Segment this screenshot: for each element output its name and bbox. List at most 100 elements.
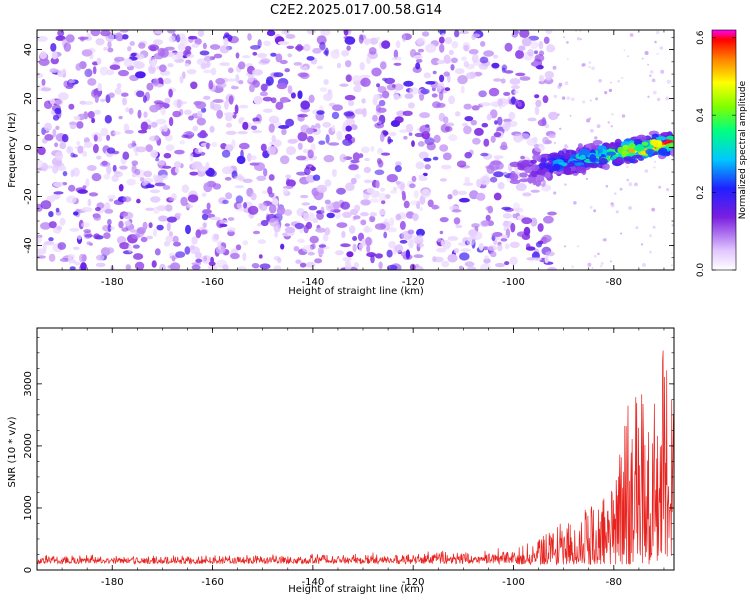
noise-dot	[651, 207, 656, 212]
noise-blob	[125, 107, 130, 113]
noise-dot	[626, 178, 629, 182]
noise-blob	[186, 69, 197, 75]
noise-blob	[453, 217, 461, 225]
noise-blob	[315, 227, 326, 233]
noise-blob	[453, 248, 460, 254]
noise-blob	[317, 246, 324, 255]
noise-dot	[559, 127, 562, 130]
noise-blob	[493, 155, 504, 159]
noise-blob	[399, 129, 408, 134]
noise-blob	[127, 46, 132, 52]
signal-blob	[598, 157, 608, 165]
noise-blob	[93, 143, 99, 154]
noise-blob	[393, 90, 399, 100]
noise-blob	[168, 88, 173, 98]
noise-blob	[372, 114, 378, 122]
noise-blob	[107, 224, 112, 233]
noise-blob	[124, 220, 131, 227]
spectrogram-panel: -180 -160 -140 -120 -100 -80 -40 -20 0 20 40 Heig…	[7, 29, 675, 297]
noise-blob	[386, 84, 396, 91]
noise-blob	[487, 220, 494, 227]
noise-blob	[391, 56, 402, 61]
noise-blob	[544, 255, 549, 264]
noise-blob	[516, 101, 525, 110]
noise-blob	[54, 99, 64, 106]
noise-blob	[131, 233, 141, 239]
noise-blob	[40, 222, 51, 230]
noise-blob	[97, 82, 103, 92]
noise-blob	[76, 141, 81, 146]
signal-blob	[579, 154, 586, 160]
noise-blob	[270, 52, 277, 57]
noise-blob	[200, 229, 208, 235]
noise-blob	[485, 214, 491, 222]
noise-blob	[468, 229, 478, 237]
noise-blob	[55, 151, 63, 161]
noise-blob	[423, 157, 432, 162]
noise-dot	[647, 95, 650, 99]
noise-blob	[250, 192, 257, 201]
x-tick-label: -160	[201, 577, 224, 588]
noise-dot	[666, 79, 671, 84]
noise-blob	[269, 115, 278, 122]
noise-blob	[534, 54, 545, 62]
noise-blob	[90, 30, 101, 37]
noise-blob	[465, 72, 477, 79]
noise-blob	[403, 200, 410, 209]
noise-blob	[191, 236, 198, 245]
noise-blob	[492, 232, 503, 237]
signal-blob	[568, 161, 575, 168]
noise-blob	[250, 45, 261, 50]
noise-blob	[352, 216, 357, 221]
noise-blob	[504, 42, 513, 52]
noise-blob	[299, 72, 310, 80]
noise-blob	[548, 111, 559, 121]
noise-blob	[253, 95, 263, 105]
noise-dot	[569, 114, 572, 117]
noise-blob	[474, 127, 484, 136]
noise-blob	[310, 143, 316, 152]
noise-blob	[195, 251, 202, 260]
signal-blob	[509, 179, 521, 185]
noise-blob	[504, 243, 510, 250]
noise-dot	[558, 82, 563, 87]
noise-blob	[515, 183, 527, 191]
noise-dot	[665, 96, 670, 101]
noise-blob	[153, 100, 164, 105]
noise-blob	[444, 126, 453, 132]
noise-blob	[480, 263, 491, 270]
noise-blob	[404, 93, 414, 99]
noise-blob	[140, 236, 148, 243]
noise-blob	[41, 78, 46, 86]
x-tick-label: -160	[201, 277, 224, 288]
noise-dot	[553, 191, 557, 195]
noise-blob	[307, 149, 314, 159]
noise-blob	[295, 259, 302, 264]
noise-blob	[262, 108, 273, 113]
noise-blob	[275, 53, 283, 63]
noise-blob	[393, 49, 399, 59]
noise-dot	[611, 113, 614, 116]
noise-blob	[79, 100, 87, 105]
noise-blob	[235, 74, 240, 83]
noise-blob	[126, 178, 136, 186]
noise-blob	[470, 119, 477, 126]
noise-blob	[202, 42, 207, 50]
noise-dot	[603, 238, 607, 242]
noise-blob	[61, 134, 69, 143]
noise-blob	[442, 152, 452, 161]
snr-panel: -180 -160 -140 -120 -100 -80 0 1000 2000 3000 He…	[7, 327, 675, 595]
noise-blob	[451, 41, 459, 49]
noise-blob	[358, 243, 363, 252]
noise-blob	[208, 261, 216, 267]
noise-blob	[130, 229, 137, 233]
noise-blob	[344, 94, 356, 101]
noise-blob	[309, 235, 319, 244]
noise-blob	[508, 111, 516, 120]
noise-blob	[203, 255, 208, 262]
noise-blob	[179, 140, 186, 145]
noise-blob	[456, 160, 467, 168]
noise-blob	[464, 176, 471, 184]
noise-blob	[454, 30, 460, 38]
spectrogram-frame	[36, 29, 675, 271]
